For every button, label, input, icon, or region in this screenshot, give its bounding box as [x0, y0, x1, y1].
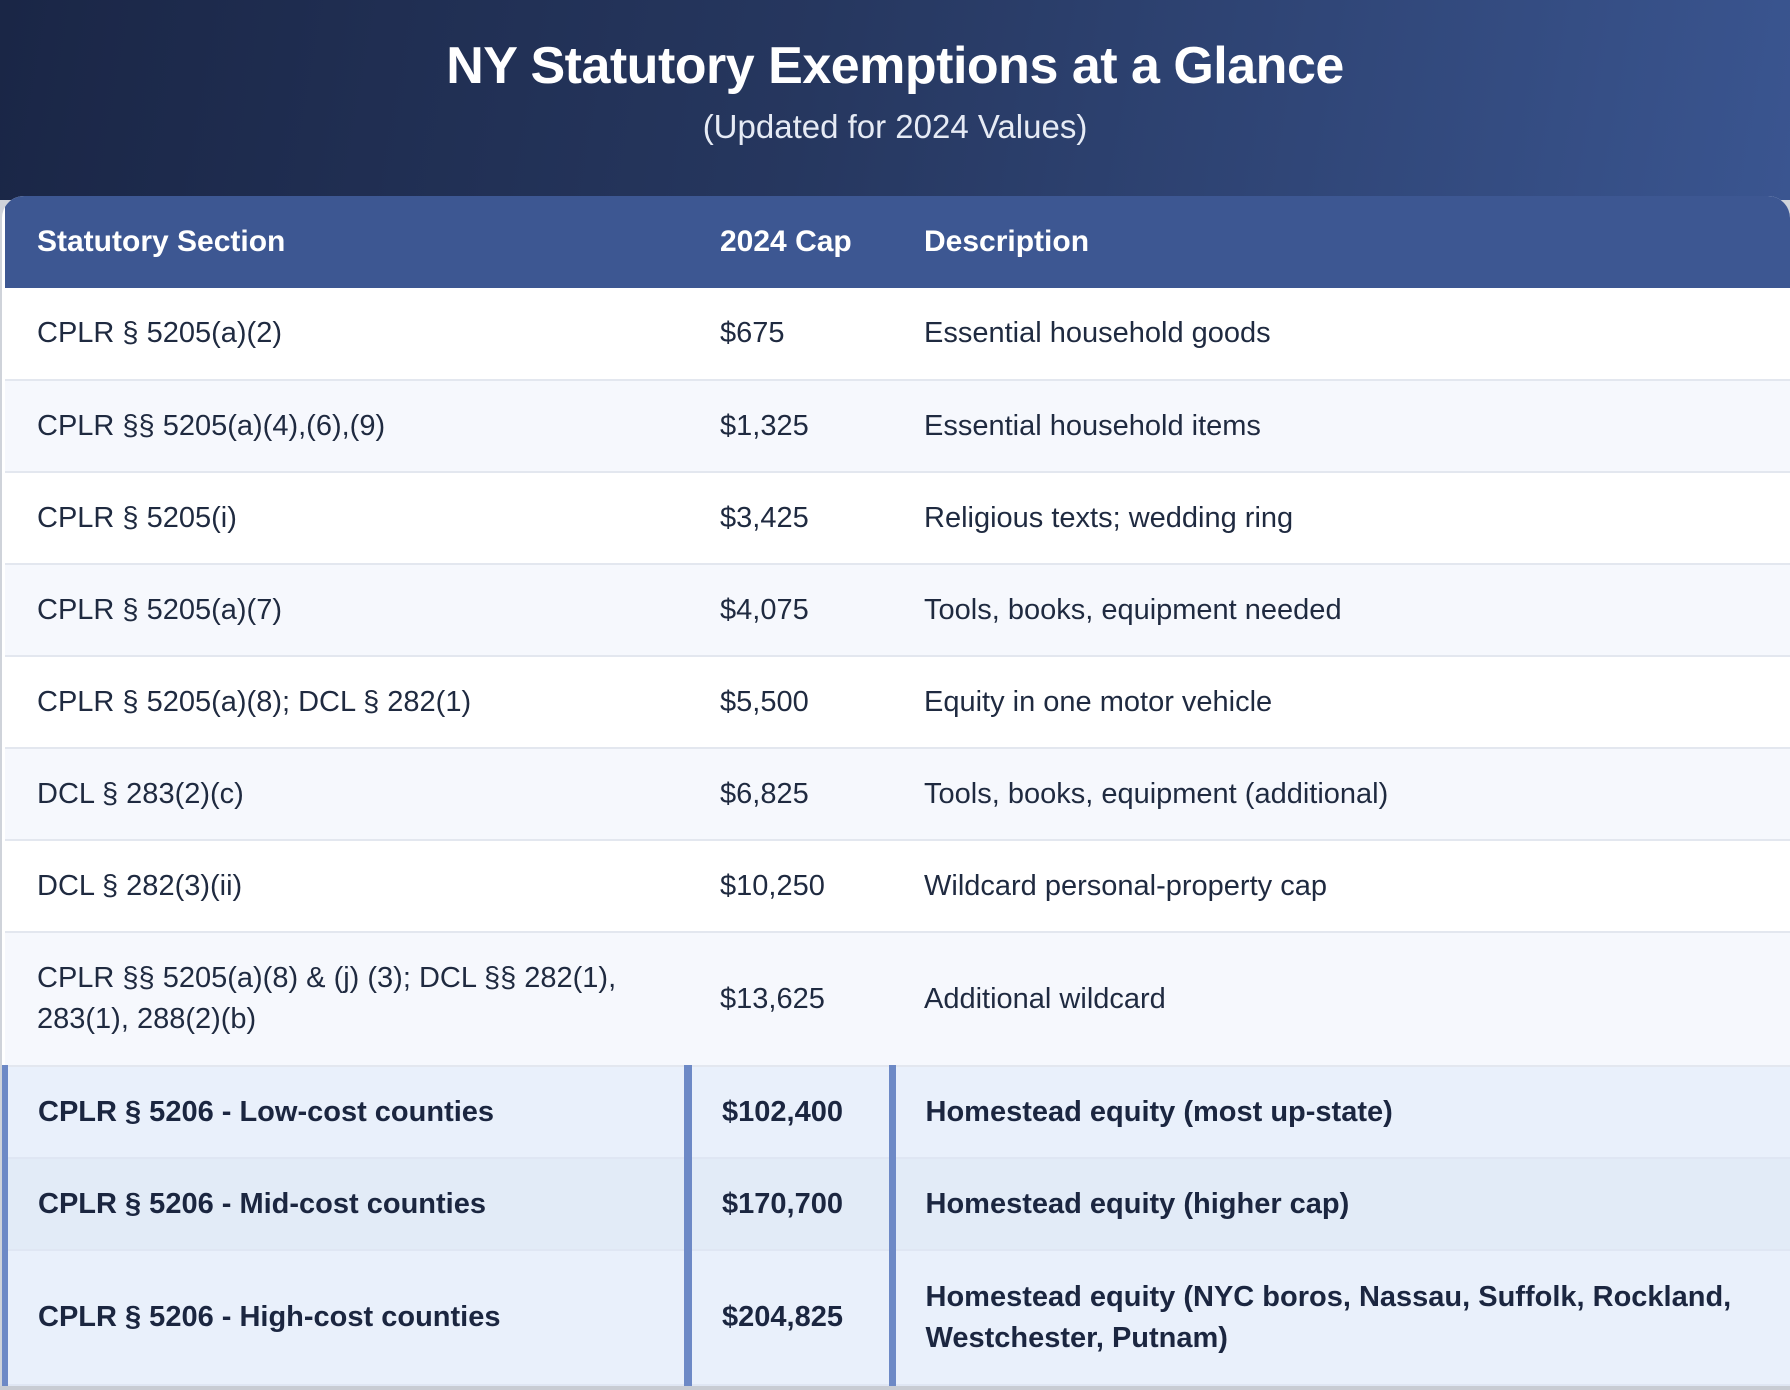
cell-cap: $4,075: [688, 564, 892, 657]
table-row: CPLR § 5205(a)(2) $675 Essential househo…: [5, 288, 1790, 381]
cell-description: Tools, books, equipment needed: [892, 564, 1790, 657]
table-row: CPLR § 5205(a)(8); DCL § 282(1) $5,500 E…: [5, 656, 1790, 749]
exemptions-table-container: Statutory Section 2024 Cap Description C…: [2, 196, 1790, 1386]
cell-description: Wildcard personal-property cap: [892, 840, 1790, 933]
cell-section: CPLR § 5205(a)(2): [5, 288, 688, 381]
cell-cap: $204,825: [684, 1250, 892, 1386]
cell-section: CPLR § 5205(a)(7): [5, 564, 688, 657]
cell-section: CPLR §§ 5205(a)(8) & (j) (3); DCL §§ 282…: [5, 932, 688, 1067]
homestead-row: CPLR § 5206 - Mid-cost counties $170,700…: [2, 1158, 1790, 1251]
table-row: CPLR § 5205(i) $3,425 Religious texts; w…: [5, 472, 1790, 565]
page-title: NY Statutory Exemptions at a Glance: [446, 37, 1344, 95]
table-header-row: Statutory Section 2024 Cap Description: [5, 196, 1790, 288]
table-row: CPLR §§ 5205(a)(4),(6),(9) $1,325 Essent…: [5, 380, 1790, 473]
column-header-cap: 2024 Cap: [688, 196, 892, 288]
page-subtitle: (Updated for 2024 Values): [702, 108, 1088, 145]
cell-cap: $5,500: [688, 656, 892, 749]
cell-description: Equity in one motor vehicle: [892, 656, 1790, 749]
cell-section: CPLR § 5205(a)(8); DCL § 282(1): [5, 656, 688, 749]
cell-section: CPLR § 5206 - Mid-cost counties: [2, 1158, 688, 1251]
cell-section: DCL § 282(3)(ii): [5, 840, 688, 933]
homestead-row: CPLR § 5206 - High-cost counties $204,82…: [2, 1250, 1790, 1386]
table-row: DCL § 282(3)(ii) $10,250 Wildcard person…: [5, 840, 1790, 933]
cell-cap: $102,400: [684, 1066, 892, 1159]
cell-cap: $6,825: [688, 748, 892, 841]
cell-cap: $13,625: [688, 932, 892, 1067]
cell-description: Homestead equity (most up-state): [888, 1066, 1790, 1159]
header-banner: NY Statutory Exemptions at a Glance (Upd…: [0, 0, 1790, 200]
cell-description: Homestead equity (NYC boros, Nassau, Suf…: [888, 1250, 1790, 1386]
cell-section: CPLR § 5205(i): [5, 472, 688, 565]
cell-description: Tools, books, equipment (additional): [892, 748, 1790, 841]
cell-description: Essential household goods: [892, 288, 1790, 381]
cell-cap: $10,250: [688, 840, 892, 933]
bottom-edge: [0, 1386, 1790, 1390]
table-row: CPLR §§ 5205(a)(8) & (j) (3); DCL §§ 282…: [5, 932, 1790, 1067]
cell-description: Religious texts; wedding ring: [892, 472, 1790, 565]
column-header-section: Statutory Section: [5, 196, 688, 288]
cell-section: DCL § 283(2)(c): [5, 748, 688, 841]
column-header-description: Description: [892, 196, 1790, 288]
cell-description: Essential household items: [892, 380, 1790, 473]
cell-section: CPLR § 5206 - High-cost counties: [2, 1250, 688, 1386]
exemptions-table: Statutory Section 2024 Cap Description C…: [2, 196, 1790, 1386]
cell-cap: $675: [688, 288, 892, 381]
homestead-row: CPLR § 5206 - Low-cost counties $102,400…: [2, 1066, 1790, 1159]
table-row: CPLR § 5205(a)(7) $4,075 Tools, books, e…: [5, 564, 1790, 657]
cell-section: CPLR § 5206 - Low-cost counties: [2, 1066, 688, 1159]
cell-description: Additional wildcard: [892, 932, 1790, 1067]
cell-section: CPLR §§ 5205(a)(4),(6),(9): [5, 380, 688, 473]
cell-cap: $170,700: [684, 1158, 892, 1251]
cell-description: Homestead equity (higher cap): [888, 1158, 1790, 1251]
cell-cap: $3,425: [688, 472, 892, 565]
cell-cap: $1,325: [688, 380, 892, 473]
table-row: DCL § 283(2)(c) $6,825 Tools, books, equ…: [5, 748, 1790, 841]
